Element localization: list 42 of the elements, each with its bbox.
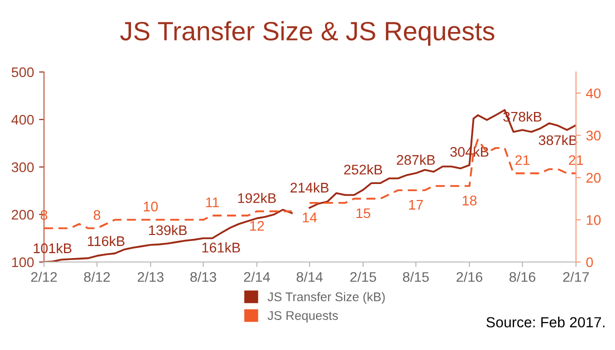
- x-tick-label: 8/13: [190, 272, 216, 282]
- x-tick-label: 2/16: [456, 272, 482, 282]
- data-label: 192kB: [238, 192, 276, 204]
- y2-tick-label: 20: [586, 172, 601, 183]
- legend-label: JS Requests: [268, 311, 338, 322]
- data-label: 252kB: [344, 164, 382, 175]
- y2-tick-label: 40: [586, 88, 601, 98]
- x-tick-label: 8/14: [296, 272, 323, 282]
- data-label: 17: [409, 200, 423, 210]
- source-note: Source: Feb 2017.: [486, 316, 604, 328]
- x-tick-label: 2/17: [563, 272, 589, 282]
- y-tick-label: 400: [11, 114, 34, 125]
- data-label: 8: [94, 210, 100, 220]
- x-tick-label: 2/14: [244, 272, 270, 282]
- y2-tick-label: 10: [586, 215, 601, 225]
- x-tick-label: 8/15: [402, 272, 429, 282]
- y2-tick-label: 30: [586, 130, 601, 141]
- y-tick-label: 300: [12, 162, 34, 172]
- x-tick-label: 8/12: [84, 272, 110, 282]
- data-label: 214kB: [290, 182, 329, 192]
- data-label: 15: [356, 208, 370, 218]
- chart-title: JS Transfer Size & JS Requests: [120, 21, 494, 46]
- x-tick-label: 2/13: [138, 272, 164, 282]
- data-label: 116kB: [88, 236, 124, 246]
- data-label: 14: [302, 212, 317, 222]
- data-label: 18: [462, 196, 477, 206]
- x-tick-label: 8/16: [510, 272, 536, 282]
- data-label: 21: [515, 155, 530, 165]
- data-label: 11: [206, 198, 219, 208]
- y2-tick-label: 0: [586, 257, 593, 268]
- y-tick-label: 200: [12, 210, 34, 220]
- data-label: 139kB: [149, 224, 187, 236]
- data-label: 161kB: [202, 242, 240, 252]
- x-tick-label: 2/15: [350, 272, 376, 282]
- data-label: 287kB: [396, 154, 435, 165]
- x-tick-label: 2/12: [31, 272, 57, 282]
- data-label: 387kB: [538, 134, 577, 146]
- y-tick-label: 500: [12, 67, 34, 78]
- legend-label: JS Transfer Size (kB): [268, 292, 385, 304]
- y-tick-label: 100: [12, 257, 34, 268]
- data-label: 12: [250, 220, 264, 231]
- data-label: 10: [144, 202, 158, 212]
